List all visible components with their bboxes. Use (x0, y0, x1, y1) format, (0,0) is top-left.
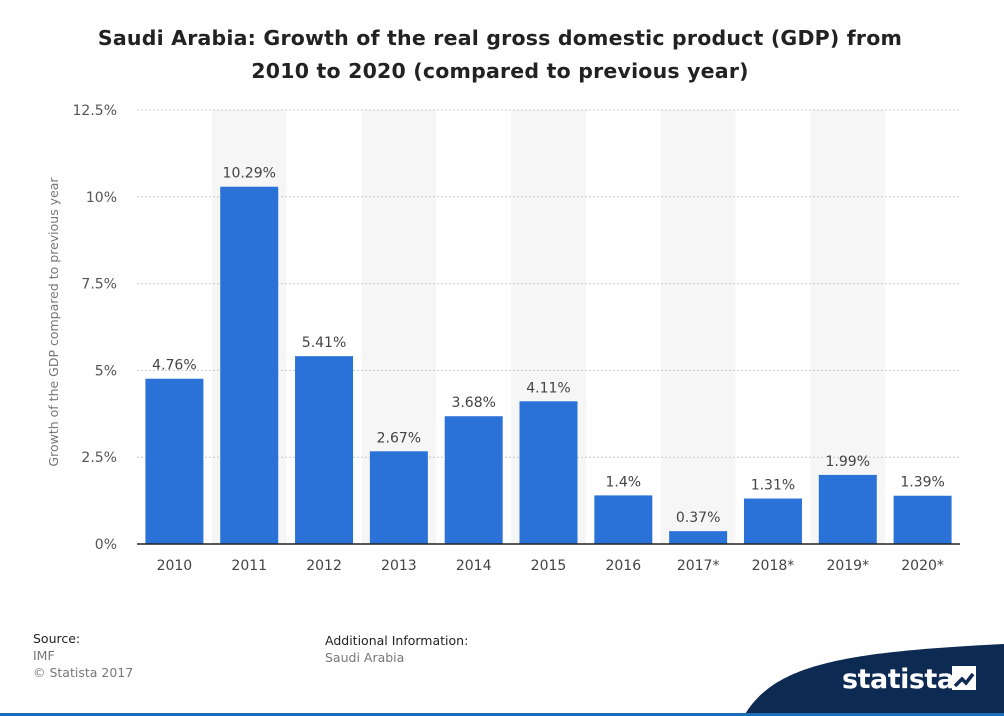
column-band (660, 110, 736, 544)
x-tick-label: 2016 (605, 558, 641, 574)
statista-logo-text[interactable]: statista (842, 664, 955, 695)
bar-value-label: 10.29% (223, 166, 276, 182)
y-tick-label: 0% (95, 537, 117, 553)
bar[interactable] (220, 186, 279, 544)
chart-title: Saudi Arabia: Growth of the real gross d… (40, 22, 960, 88)
bar-value-label: 1.99% (826, 454, 870, 470)
source-heading: Source: (33, 631, 81, 646)
bar-value-label: 1.4% (606, 474, 642, 490)
y-tick-label: 12.5% (73, 103, 117, 119)
y-tick-label: 7.5% (81, 277, 117, 293)
bar-value-label: 5.41% (302, 335, 346, 351)
x-tick-label: 2012 (306, 558, 342, 574)
additional-info-block: Additional Information: Saudi Arabia (325, 632, 468, 666)
bar[interactable] (444, 416, 503, 544)
bar[interactable] (145, 378, 204, 544)
logo-band-shape (744, 644, 1004, 716)
copyright-text: © Statista 2017 (33, 665, 134, 680)
bar[interactable] (295, 356, 354, 544)
bar-value-label: 1.31% (751, 478, 795, 494)
statista-logo-icon (952, 666, 976, 690)
bar[interactable] (818, 474, 877, 544)
x-tick-label: 2010 (157, 558, 193, 574)
x-tick-label: 2015 (531, 558, 567, 574)
bar-value-label: 2.67% (377, 430, 421, 446)
bar[interactable] (893, 495, 952, 544)
bar-value-label: 4.76% (152, 358, 196, 374)
x-tick-label: 2014 (456, 558, 492, 574)
additional-info-text: Saudi Arabia (325, 650, 405, 665)
x-tick-label: 2018* (752, 558, 795, 574)
additional-info-heading: Additional Information: (325, 633, 469, 648)
bar[interactable] (519, 401, 578, 544)
chart-title-line-2: 2010 to 2020 (compared to previous year) (251, 59, 749, 83)
x-tick-label: 2017* (677, 558, 720, 574)
bar-value-label: 1.39% (900, 475, 944, 491)
x-tick-label: 2020* (901, 558, 944, 574)
chart-title-line-1: Saudi Arabia: Growth of the real gross d… (97, 26, 903, 50)
bar-chart: 0% 2.5% 5% 7.5% 10% 12.5% Growth of the GDP co… (46, 103, 960, 574)
y-tick-label: 2.5% (81, 450, 117, 466)
y-tick-label: 5% (95, 363, 117, 379)
bar[interactable] (669, 531, 728, 544)
x-tick-label: 2011 (231, 558, 267, 574)
bar-value-label: 4.11% (526, 380, 570, 396)
y-axis-label: Growth of the GDP compared to previous y… (46, 177, 61, 467)
x-tick-label: 2013 (381, 558, 417, 574)
bottom-accent-line (0, 713, 1004, 716)
bar[interactable] (743, 498, 802, 544)
source-block: Source: IMF © Statista 2017 (33, 630, 133, 681)
bar[interactable] (594, 495, 653, 544)
x-tick-label: 2019* (826, 558, 869, 574)
source-name[interactable]: IMF (33, 648, 55, 663)
bar[interactable] (369, 451, 428, 544)
statista-logo-band[interactable] (704, 644, 1004, 716)
y-tick-label: 10% (86, 190, 117, 206)
bar-value-label: 3.68% (451, 395, 495, 411)
bar-value-label: 0.37% (676, 510, 720, 526)
column-band (810, 110, 886, 544)
